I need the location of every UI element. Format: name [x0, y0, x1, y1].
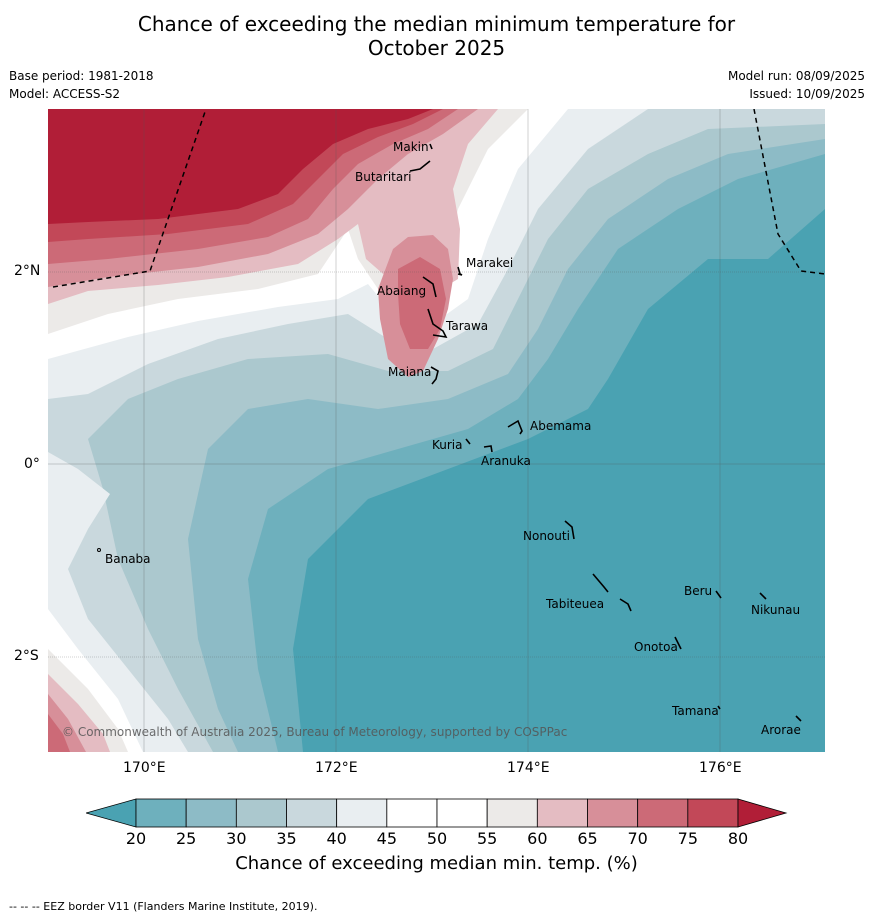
eez-legend: -- -- -- EEZ border V11 (Flanders Marine… — [9, 900, 318, 913]
lon-label-174: 174°E — [507, 760, 550, 776]
colorbar-cell — [336, 798, 388, 828]
label-nonouti: Nonouti — [523, 529, 570, 543]
model-name: Model: ACCESS-S2 — [9, 87, 121, 101]
colorbar-cell — [185, 798, 237, 828]
label-tabiteuea: Tabiteuea — [545, 597, 604, 611]
label-marakei: Marakei — [466, 256, 513, 270]
colorbar-tick-label: 55 — [476, 829, 498, 848]
band-70-75-sw — [48, 714, 70, 752]
label-abemama: Abemama — [530, 419, 591, 433]
lat-label-2s: 2°S — [14, 648, 39, 664]
colorbar-tick-label: 65 — [577, 829, 598, 848]
label-beru: Beru — [684, 584, 712, 598]
label-makin: Makin — [393, 140, 429, 154]
label-tamana: Tamana — [671, 704, 719, 718]
map-panel[interactable]: Makin Butaritari Marakei Abaiang Tarawa … — [48, 109, 825, 752]
colorbar-tick-label: 20 — [125, 829, 147, 848]
colorbar-label: Chance of exceeding median min. temp. (%… — [235, 853, 638, 874]
label-tarawa: Tarawa — [445, 319, 488, 333]
meta-right: Model run: 08/09/2025 Issued: 10/09/2025 — [728, 67, 865, 103]
label-banaba: Banaba — [105, 552, 151, 566]
label-abaiang: Abaiang — [377, 284, 426, 298]
colorbar-cell — [637, 798, 689, 828]
banaba-marker — [97, 548, 101, 552]
copyright-text: © Commonwealth of Australia 2025, Bureau… — [62, 725, 567, 739]
label-maiana: Maiana — [388, 365, 431, 379]
colorbar-tick-label: 25 — [175, 829, 197, 848]
colorbar-tick-label: 80 — [727, 829, 749, 848]
colorbar-cell — [135, 798, 187, 828]
base-period: Base period: 1981-2018 — [9, 69, 154, 83]
lon-label-170: 170°E — [123, 760, 166, 776]
colorbar-cell — [486, 798, 538, 828]
colorbar-cell — [386, 798, 438, 828]
colorbar-cell — [687, 798, 739, 828]
forecast-map[interactable]: Makin Butaritari Marakei Abaiang Tarawa … — [48, 109, 825, 752]
colorbar-cell — [587, 798, 639, 828]
colorbar-cell — [286, 798, 338, 828]
colorbar-extend-low — [86, 798, 137, 828]
chart-title: Chance of exceeding the median minimum t… — [0, 12, 873, 60]
colorbar-tick-label: 30 — [226, 829, 247, 848]
colorbar-cell — [436, 798, 488, 828]
issued-date: Issued: 10/09/2025 — [749, 87, 865, 101]
colorbar — [86, 798, 788, 828]
title-line-1: Chance of exceeding the median minimum t… — [137, 12, 736, 36]
label-arorae: Arorae — [761, 723, 801, 737]
colorbar-tick-label: 60 — [527, 829, 548, 848]
colorbar-tick-label: 35 — [276, 829, 297, 848]
colorbar-extend-high — [737, 798, 788, 828]
lat-label-0: 0° — [24, 456, 40, 472]
islands — [409, 143, 802, 722]
colorbar-cell — [536, 798, 588, 828]
label-onotoa: Onotoa — [634, 640, 678, 654]
eez-border — [52, 109, 825, 288]
title-line-2: October 2025 — [367, 36, 506, 60]
label-aranuka: Aranuka — [481, 454, 531, 468]
colorbar-tick-label: 75 — [677, 829, 698, 848]
label-butaritari: Butaritari — [355, 170, 412, 184]
colorbar-cells — [86, 798, 788, 828]
lon-label-172: 172°E — [315, 760, 358, 776]
band-70-75-tarawa — [398, 257, 446, 349]
place-labels: Makin Butaritari Marakei Abaiang Tarawa … — [105, 140, 801, 737]
graticule — [48, 109, 825, 752]
colorbar-tick-label: 40 — [326, 829, 347, 848]
colorbar-tick-label: 45 — [376, 829, 397, 848]
colorbar-tick-label: 70 — [627, 829, 648, 848]
label-nikunau: Nikunau — [751, 603, 800, 617]
lon-label-176: 176°E — [699, 760, 742, 776]
label-kuria: Kuria — [432, 438, 463, 452]
lat-label-2n: 2°N — [14, 263, 41, 279]
colorbar-tick-label: 50 — [426, 829, 448, 848]
meta-left: Base period: 1981-2018 Model: ACCESS-S2 — [9, 67, 154, 103]
colorbar-cell — [235, 798, 287, 828]
model-run: Model run: 08/09/2025 — [727, 69, 865, 83]
